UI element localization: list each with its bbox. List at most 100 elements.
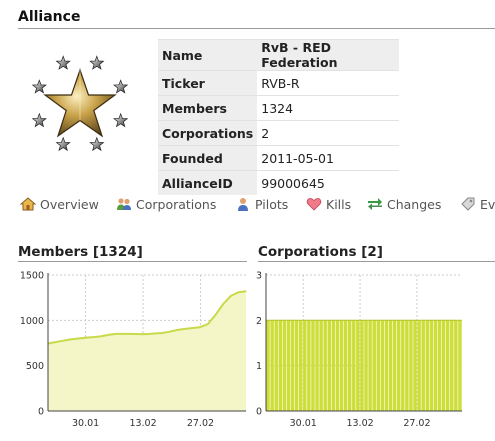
corporations-bar: [335, 320, 340, 411]
members-chart-title: Members [1324]: [18, 244, 143, 260]
corporations-bar: [298, 320, 303, 411]
title-underline: [18, 28, 495, 29]
members-point: [169, 331, 171, 333]
small-star-icon: [89, 55, 105, 70]
x-tick-label: 27.02: [403, 418, 430, 429]
info-key: Corporations: [158, 120, 258, 146]
info-key: Ticker: [158, 70, 258, 96]
small-star-icon: [113, 112, 129, 128]
info-value: RvB - RED Federation: [257, 39, 400, 71]
corporations-bar: [392, 320, 397, 411]
corporations-bar: [364, 320, 368, 411]
corporations-bar: [450, 320, 454, 411]
info-row: Members 1324: [158, 95, 400, 121]
y-tick-label: 2: [256, 316, 262, 327]
corporations-bar: [290, 320, 295, 411]
corporations-bar: [368, 320, 372, 411]
y-tick-label: 3: [256, 271, 262, 282]
corporations-bar: [286, 320, 291, 411]
corporations-bar: [343, 320, 348, 411]
info-value: 2011-05-01: [257, 145, 400, 171]
tab-label: Ev: [480, 196, 495, 212]
members-point: [93, 336, 95, 338]
members-point: [214, 314, 217, 316]
corporations-bar: [433, 320, 438, 411]
members-point: [207, 323, 209, 325]
corporations-bar: [454, 320, 458, 411]
corporations-bar: [352, 320, 356, 411]
corporations-bar: [311, 320, 315, 411]
x-tick-label: 30.01: [72, 418, 99, 429]
tab-corporations[interactable]: Corporations: [116, 196, 216, 212]
corporations-bar: [417, 320, 421, 411]
info-row: Ticker RVB-R: [158, 70, 400, 96]
corporations-bar: [347, 320, 352, 411]
corporations-bar: [323, 320, 327, 411]
members-point: [192, 327, 194, 329]
members-point: [230, 295, 232, 297]
corporations-bar: [376, 320, 381, 411]
y-tick-label: 500: [26, 361, 44, 372]
members-point: [77, 337, 80, 340]
corporations-bar: [274, 320, 278, 411]
tab-overview[interactable]: Overview: [20, 196, 99, 212]
info-value: RVB-R: [257, 70, 400, 96]
members-point: [184, 328, 186, 330]
small-star-icon: [89, 136, 105, 152]
corporations-bar: [413, 320, 417, 411]
corporations-bar: [425, 320, 430, 411]
members-point: [161, 332, 163, 334]
page-title: Alliance: [18, 9, 81, 25]
tab-events[interactable]: Ev: [460, 196, 495, 212]
corporations-bar: [266, 320, 270, 411]
members-point: [176, 329, 179, 331]
corporations-chart: 0 1 2 3 30.01 13.02 27.02: [256, 271, 462, 429]
members-point: [123, 333, 125, 335]
info-key: AllianceID: [158, 170, 258, 195]
house-icon: [20, 197, 36, 211]
members-point: [146, 333, 148, 335]
corporations-bar: [360, 320, 364, 411]
corporations-bar: [380, 320, 385, 411]
members-point: [131, 333, 133, 335]
corporations-bar: [421, 320, 425, 411]
arrows-icon: [368, 198, 382, 210]
tab-pilots[interactable]: Pilots: [235, 196, 288, 212]
members-point: [245, 290, 247, 292]
y-tick-label: 0: [38, 407, 44, 418]
corporations-bar: [356, 320, 360, 411]
small-star-icon: [31, 112, 47, 128]
corporations-bar: [401, 320, 405, 411]
corporations-bar: [315, 320, 319, 411]
members-point: [222, 303, 224, 305]
info-value: 1324: [257, 95, 400, 121]
members-point: [237, 291, 239, 293]
info-row: Corporations 2: [158, 120, 400, 146]
tag-icon: [461, 197, 475, 211]
corporations-bar: [396, 320, 401, 411]
x-tick-label: 27.02: [187, 418, 214, 429]
corporations-bar: [441, 320, 446, 411]
x-tick-label: 30.01: [290, 418, 317, 429]
members-point: [85, 336, 87, 339]
corporations-bar: [319, 320, 323, 411]
corporations-bar: [331, 320, 336, 411]
members-point: [108, 334, 110, 336]
corporations-bar: [294, 320, 299, 411]
corporations-bar: [429, 320, 434, 411]
tab-changes[interactable]: Changes: [367, 196, 441, 212]
corporations-bar: [409, 320, 413, 411]
info-value: 99000645: [257, 170, 400, 195]
y-tick-label: 1000: [20, 316, 44, 327]
members-point: [100, 335, 102, 337]
corporations-chart-rule: [258, 261, 495, 262]
tab-label: Overview: [40, 196, 99, 212]
heart-icon: [306, 198, 322, 211]
corporations-bar: [437, 320, 442, 411]
members-chart: 0 500 1000 1500 30.01 13.02 27.02: [20, 271, 247, 429]
corporations-bar: [458, 320, 462, 411]
alliance-logo: [31, 55, 129, 152]
tab-kills[interactable]: Kills: [306, 196, 351, 212]
x-tick-label: 13.02: [346, 418, 373, 429]
corporations-bar: [384, 320, 389, 411]
